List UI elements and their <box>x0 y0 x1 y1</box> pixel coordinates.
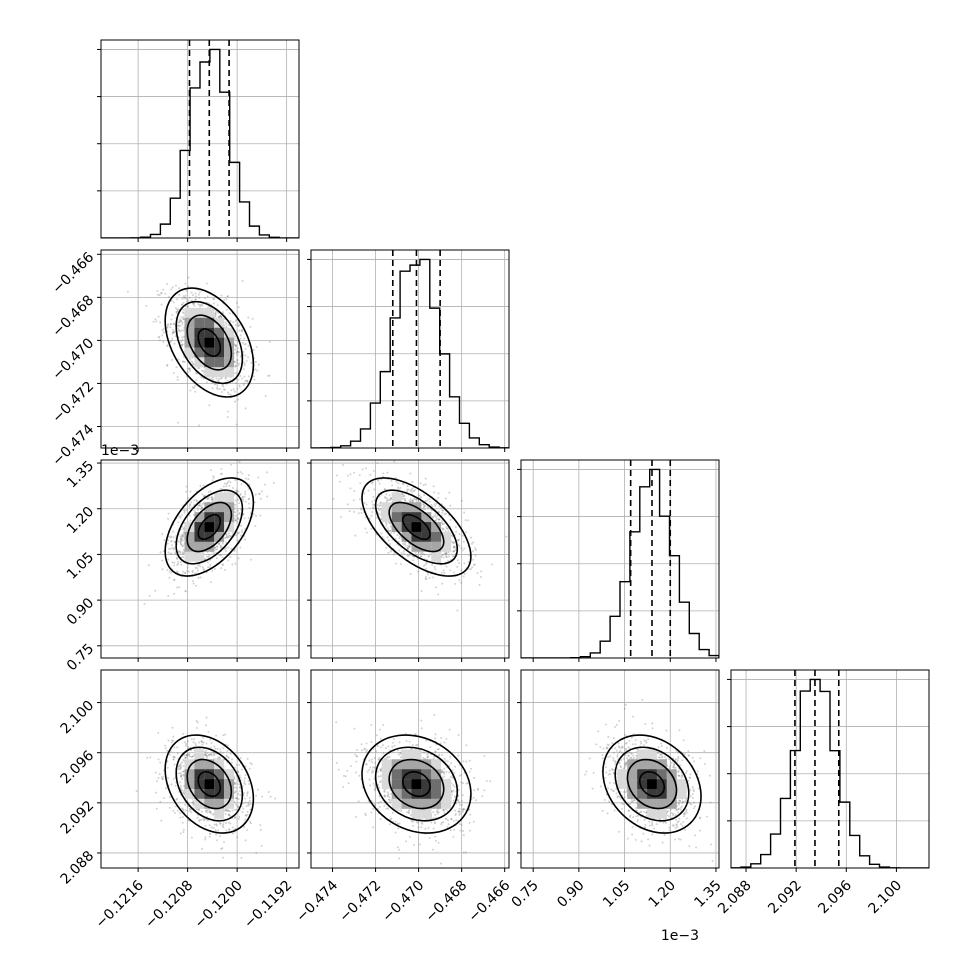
scatter-cloud <box>143 460 275 605</box>
histogram-panel-2 <box>517 459 720 662</box>
scatter-panel-2-3 <box>517 669 720 872</box>
x-tick-label: 2.100 <box>866 877 906 917</box>
contour-4 <box>361 734 472 834</box>
scatter-panel-1-2 <box>307 459 510 662</box>
scatter-cloud <box>335 713 492 865</box>
contour-2 <box>186 501 233 553</box>
panel-frame <box>310 249 510 449</box>
contour-2 <box>186 314 233 371</box>
contour-1 <box>197 328 222 357</box>
contour-2 <box>186 758 233 810</box>
panel-frame <box>100 39 300 239</box>
contour-3 <box>175 746 244 822</box>
contour-2 <box>388 758 445 810</box>
y-tick-label: 0.75 <box>64 641 97 674</box>
y-tick-label: −0.470 <box>49 335 97 383</box>
y-tick-label: 2.096 <box>58 748 98 788</box>
contour-3 <box>614 746 690 822</box>
contour-4 <box>164 477 255 577</box>
contour-3 <box>175 300 244 385</box>
scatter-panel-0-3 <box>97 669 300 872</box>
y-tick-label: 0.90 <box>64 595 97 628</box>
panel-frame <box>310 669 510 869</box>
y-tick-label: 2.092 <box>58 798 98 838</box>
scatter-cloud <box>332 460 508 612</box>
y-offset-label: 1e−3 <box>101 443 139 459</box>
x-tick-label: −0.468 <box>422 877 470 925</box>
y-tick-label: 2.100 <box>58 698 98 738</box>
contour-1 <box>638 770 666 798</box>
y-tick-label: 1.05 <box>64 549 97 582</box>
scatter-cloud <box>135 716 277 860</box>
y-tick-label: −0.472 <box>49 378 97 426</box>
x-tick-label: −0.466 <box>466 877 514 925</box>
scatter-panel-0-1 <box>97 249 300 452</box>
panel-frame <box>730 669 930 869</box>
histogram-panel-0 <box>97 39 300 242</box>
contour-4 <box>164 287 255 398</box>
panel-frame <box>100 669 300 869</box>
scatter-panel-0-2 <box>97 459 300 662</box>
contour-3 <box>374 489 459 565</box>
x-offset-label: 1e−3 <box>661 928 699 944</box>
x-tick-label: 2.088 <box>715 877 755 917</box>
histogram-panel-1 <box>307 249 510 452</box>
contour-4 <box>361 477 472 577</box>
panel-frame <box>310 459 510 659</box>
x-tick-label: 2.092 <box>765 877 805 917</box>
x-tick-label: −0.474 <box>293 877 341 925</box>
histogram-panel-3 <box>727 669 930 872</box>
contour-2 <box>626 758 678 810</box>
x-tick-label: 0.75 <box>509 877 542 910</box>
contour-1 <box>402 513 431 541</box>
contour-1 <box>197 770 222 798</box>
x-tick-label: 1.20 <box>646 877 679 910</box>
contour-2 <box>388 501 445 553</box>
scatter-cloud <box>126 276 271 427</box>
x-tick-label: 0.90 <box>554 877 587 910</box>
contour-1 <box>197 513 222 541</box>
contour-1 <box>402 770 431 798</box>
x-tick-label: −0.1216 <box>93 877 147 931</box>
x-tick-label: −0.1192 <box>241 877 295 931</box>
x-tick-label: −0.1200 <box>192 877 246 931</box>
panel-frame <box>100 249 300 449</box>
panel-frame <box>520 669 720 869</box>
x-tick-label: −0.470 <box>379 877 427 925</box>
scatter-panel-1-3 <box>307 669 510 872</box>
y-tick-label: 1.35 <box>64 458 97 491</box>
histogram-steps <box>311 258 509 448</box>
x-tick-label: 2.096 <box>815 877 855 917</box>
x-tick-label: 1.05 <box>600 877 633 910</box>
panel-frame <box>520 459 720 659</box>
contour-4 <box>602 734 702 834</box>
x-tick-label: −0.1208 <box>142 877 196 931</box>
x-tick-label: −0.472 <box>336 877 384 925</box>
y-tick-label: −0.466 <box>49 249 97 297</box>
contour-3 <box>374 746 459 822</box>
y-tick-label: −0.468 <box>49 292 97 340</box>
panel-frame <box>100 459 300 659</box>
scatter-cloud <box>584 698 714 863</box>
contour-3 <box>175 489 244 565</box>
y-tick-label: 2.088 <box>58 848 98 888</box>
contour-4 <box>164 734 255 834</box>
y-tick-label: 1.20 <box>64 504 97 537</box>
